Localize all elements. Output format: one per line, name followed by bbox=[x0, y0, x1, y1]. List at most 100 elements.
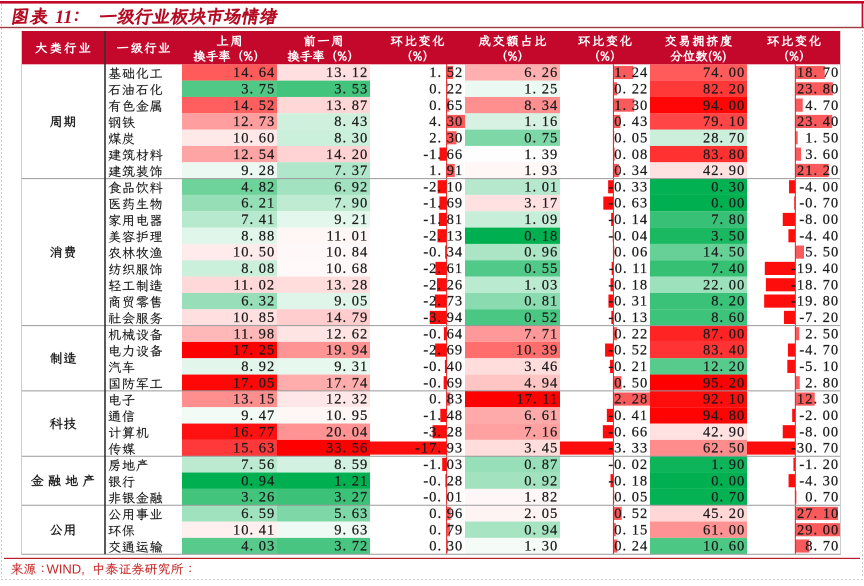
svg-text:-18. 70: -18. 70 bbox=[791, 277, 839, 293]
svg-text:13. 12: 13. 12 bbox=[326, 65, 368, 81]
svg-text:10. 95: 10. 95 bbox=[326, 408, 368, 424]
svg-text:2. 05: 2. 05 bbox=[524, 506, 558, 522]
svg-text:92. 10: 92. 10 bbox=[703, 392, 745, 408]
svg-text:8. 08: 8. 08 bbox=[241, 261, 275, 277]
svg-text:14. 52: 14. 52 bbox=[233, 98, 275, 114]
svg-text:7. 16: 7. 16 bbox=[524, 424, 558, 440]
svg-text:0. 70: 0. 70 bbox=[711, 490, 745, 506]
svg-text:-4. 70: -4. 70 bbox=[799, 343, 839, 359]
svg-text:10. 39: 10. 39 bbox=[516, 343, 558, 359]
svg-text:1. 25: 1. 25 bbox=[524, 81, 558, 97]
svg-text:-7. 20: -7. 20 bbox=[799, 310, 839, 326]
svg-text:0. 55: 0. 55 bbox=[524, 261, 558, 277]
svg-text:12. 32: 12. 32 bbox=[326, 392, 368, 408]
svg-text:8. 88: 8. 88 bbox=[241, 228, 275, 244]
svg-text:-0. 33: -0. 33 bbox=[608, 179, 648, 195]
svg-text:10. 60: 10. 60 bbox=[703, 539, 745, 555]
svg-text:5. 63: 5. 63 bbox=[334, 506, 368, 522]
svg-text:0. 30: 0. 30 bbox=[711, 179, 745, 195]
svg-text:-0. 66: -0. 66 bbox=[608, 424, 648, 440]
svg-text:0. 50: 0. 50 bbox=[614, 375, 648, 391]
svg-text:2. 30: 2. 30 bbox=[429, 130, 463, 146]
svg-text:0. 96: 0. 96 bbox=[429, 506, 463, 522]
svg-text:1. 03: 1. 03 bbox=[524, 277, 558, 293]
svg-text:-2. 00: -2. 00 bbox=[799, 408, 839, 424]
svg-text:1. 21: 1. 21 bbox=[334, 473, 368, 489]
svg-text:-1. 48: -1. 48 bbox=[423, 408, 463, 424]
svg-text:-0. 01: -0. 01 bbox=[423, 490, 463, 506]
svg-text:74. 00: 74. 00 bbox=[703, 65, 745, 81]
svg-text:0. 83: 0. 83 bbox=[429, 392, 463, 408]
svg-text:10. 84: 10. 84 bbox=[326, 245, 368, 261]
svg-text:1. 01: 1. 01 bbox=[524, 179, 558, 195]
svg-text:8. 70: 8. 70 bbox=[805, 539, 839, 555]
svg-text:-2. 26: -2. 26 bbox=[423, 277, 463, 293]
svg-text:82. 20: 82. 20 bbox=[703, 81, 745, 97]
svg-text:-0. 28: -0. 28 bbox=[423, 473, 463, 489]
svg-text:15. 63: 15. 63 bbox=[233, 441, 275, 457]
svg-text:-0. 13: -0. 13 bbox=[608, 310, 648, 326]
svg-text:1. 24: 1. 24 bbox=[614, 65, 648, 81]
svg-text:1. 91: 1. 91 bbox=[429, 163, 463, 179]
svg-text:-0. 14: -0. 14 bbox=[608, 212, 648, 228]
svg-text:0. 22: 0. 22 bbox=[614, 81, 648, 97]
svg-text:20. 04: 20. 04 bbox=[326, 424, 368, 440]
svg-text:23. 80: 23. 80 bbox=[797, 81, 839, 97]
svg-text:0. 92: 0. 92 bbox=[524, 473, 558, 489]
svg-text:0. 08: 0. 08 bbox=[614, 147, 648, 163]
svg-text:62. 50: 62. 50 bbox=[703, 441, 745, 457]
svg-text:14. 79: 14. 79 bbox=[326, 310, 368, 326]
svg-text:6. 26: 6. 26 bbox=[524, 65, 558, 81]
svg-text:0. 05: 0. 05 bbox=[614, 490, 648, 506]
svg-text:11: 11 bbox=[55, 8, 72, 28]
svg-text:7. 80: 7. 80 bbox=[711, 212, 745, 228]
svg-text:22. 00: 22. 00 bbox=[703, 277, 745, 293]
svg-text:-3. 28: -3. 28 bbox=[423, 424, 463, 440]
svg-text:-0. 64: -0. 64 bbox=[423, 326, 463, 342]
svg-text:2. 28: 2. 28 bbox=[614, 392, 648, 408]
svg-text:-1. 03: -1. 03 bbox=[423, 457, 463, 473]
svg-text:27. 10: 27. 10 bbox=[797, 506, 839, 522]
svg-text:17. 11: 17. 11 bbox=[516, 392, 558, 408]
svg-text:5. 50: 5. 50 bbox=[805, 245, 839, 261]
svg-text:8. 34: 8. 34 bbox=[524, 98, 558, 114]
svg-text:21. 20: 21. 20 bbox=[797, 163, 839, 179]
svg-text:4. 94: 4. 94 bbox=[524, 375, 558, 391]
svg-text:13. 28: 13. 28 bbox=[326, 277, 368, 293]
svg-text:11. 98: 11. 98 bbox=[233, 326, 275, 342]
svg-text:7. 37: 7. 37 bbox=[334, 163, 368, 179]
svg-text:23. 40: 23. 40 bbox=[797, 114, 839, 130]
svg-text:-8. 00: -8. 00 bbox=[799, 212, 839, 228]
svg-text:4. 03: 4. 03 bbox=[241, 539, 275, 555]
svg-text:-4. 30: -4. 30 bbox=[799, 473, 839, 489]
svg-text:6. 92: 6. 92 bbox=[334, 179, 368, 195]
svg-text:14. 64: 14. 64 bbox=[233, 65, 275, 81]
svg-text:83. 40: 83. 40 bbox=[703, 343, 745, 359]
svg-text:8. 59: 8. 59 bbox=[334, 457, 368, 473]
svg-text:-0. 70: -0. 70 bbox=[799, 196, 839, 212]
svg-text:-0. 40: -0. 40 bbox=[423, 359, 463, 375]
svg-text:1. 90: 1. 90 bbox=[711, 457, 745, 473]
svg-text:1. 50: 1. 50 bbox=[805, 130, 839, 146]
svg-text:11. 02: 11. 02 bbox=[233, 277, 275, 293]
svg-text:-1. 66: -1. 66 bbox=[423, 147, 463, 163]
svg-text:9. 31: 9. 31 bbox=[334, 359, 368, 375]
svg-text:14. 20: 14. 20 bbox=[326, 147, 368, 163]
svg-text:0. 24: 0. 24 bbox=[614, 539, 648, 555]
svg-text:7. 41: 7. 41 bbox=[241, 212, 275, 228]
svg-text:-17. 93: -17. 93 bbox=[415, 441, 463, 457]
svg-text:0. 70: 0. 70 bbox=[805, 490, 839, 506]
svg-text:3. 27: 3. 27 bbox=[334, 490, 368, 506]
svg-text:0. 05: 0. 05 bbox=[614, 130, 648, 146]
svg-text:0. 43: 0. 43 bbox=[614, 114, 648, 130]
svg-text:-0. 11: -0. 11 bbox=[609, 261, 648, 277]
svg-text:3. 53: 3. 53 bbox=[334, 81, 368, 97]
svg-text:-2. 73: -2. 73 bbox=[423, 294, 463, 310]
svg-text:0. 06: 0. 06 bbox=[614, 245, 648, 261]
svg-text:94. 80: 94. 80 bbox=[703, 408, 745, 424]
svg-text:10. 68: 10. 68 bbox=[326, 261, 368, 277]
svg-text:2. 80: 2. 80 bbox=[805, 375, 839, 391]
svg-text:7. 71: 7. 71 bbox=[524, 326, 558, 342]
svg-text:-0. 52: -0. 52 bbox=[608, 343, 648, 359]
svg-text:9. 05: 9. 05 bbox=[334, 294, 368, 310]
